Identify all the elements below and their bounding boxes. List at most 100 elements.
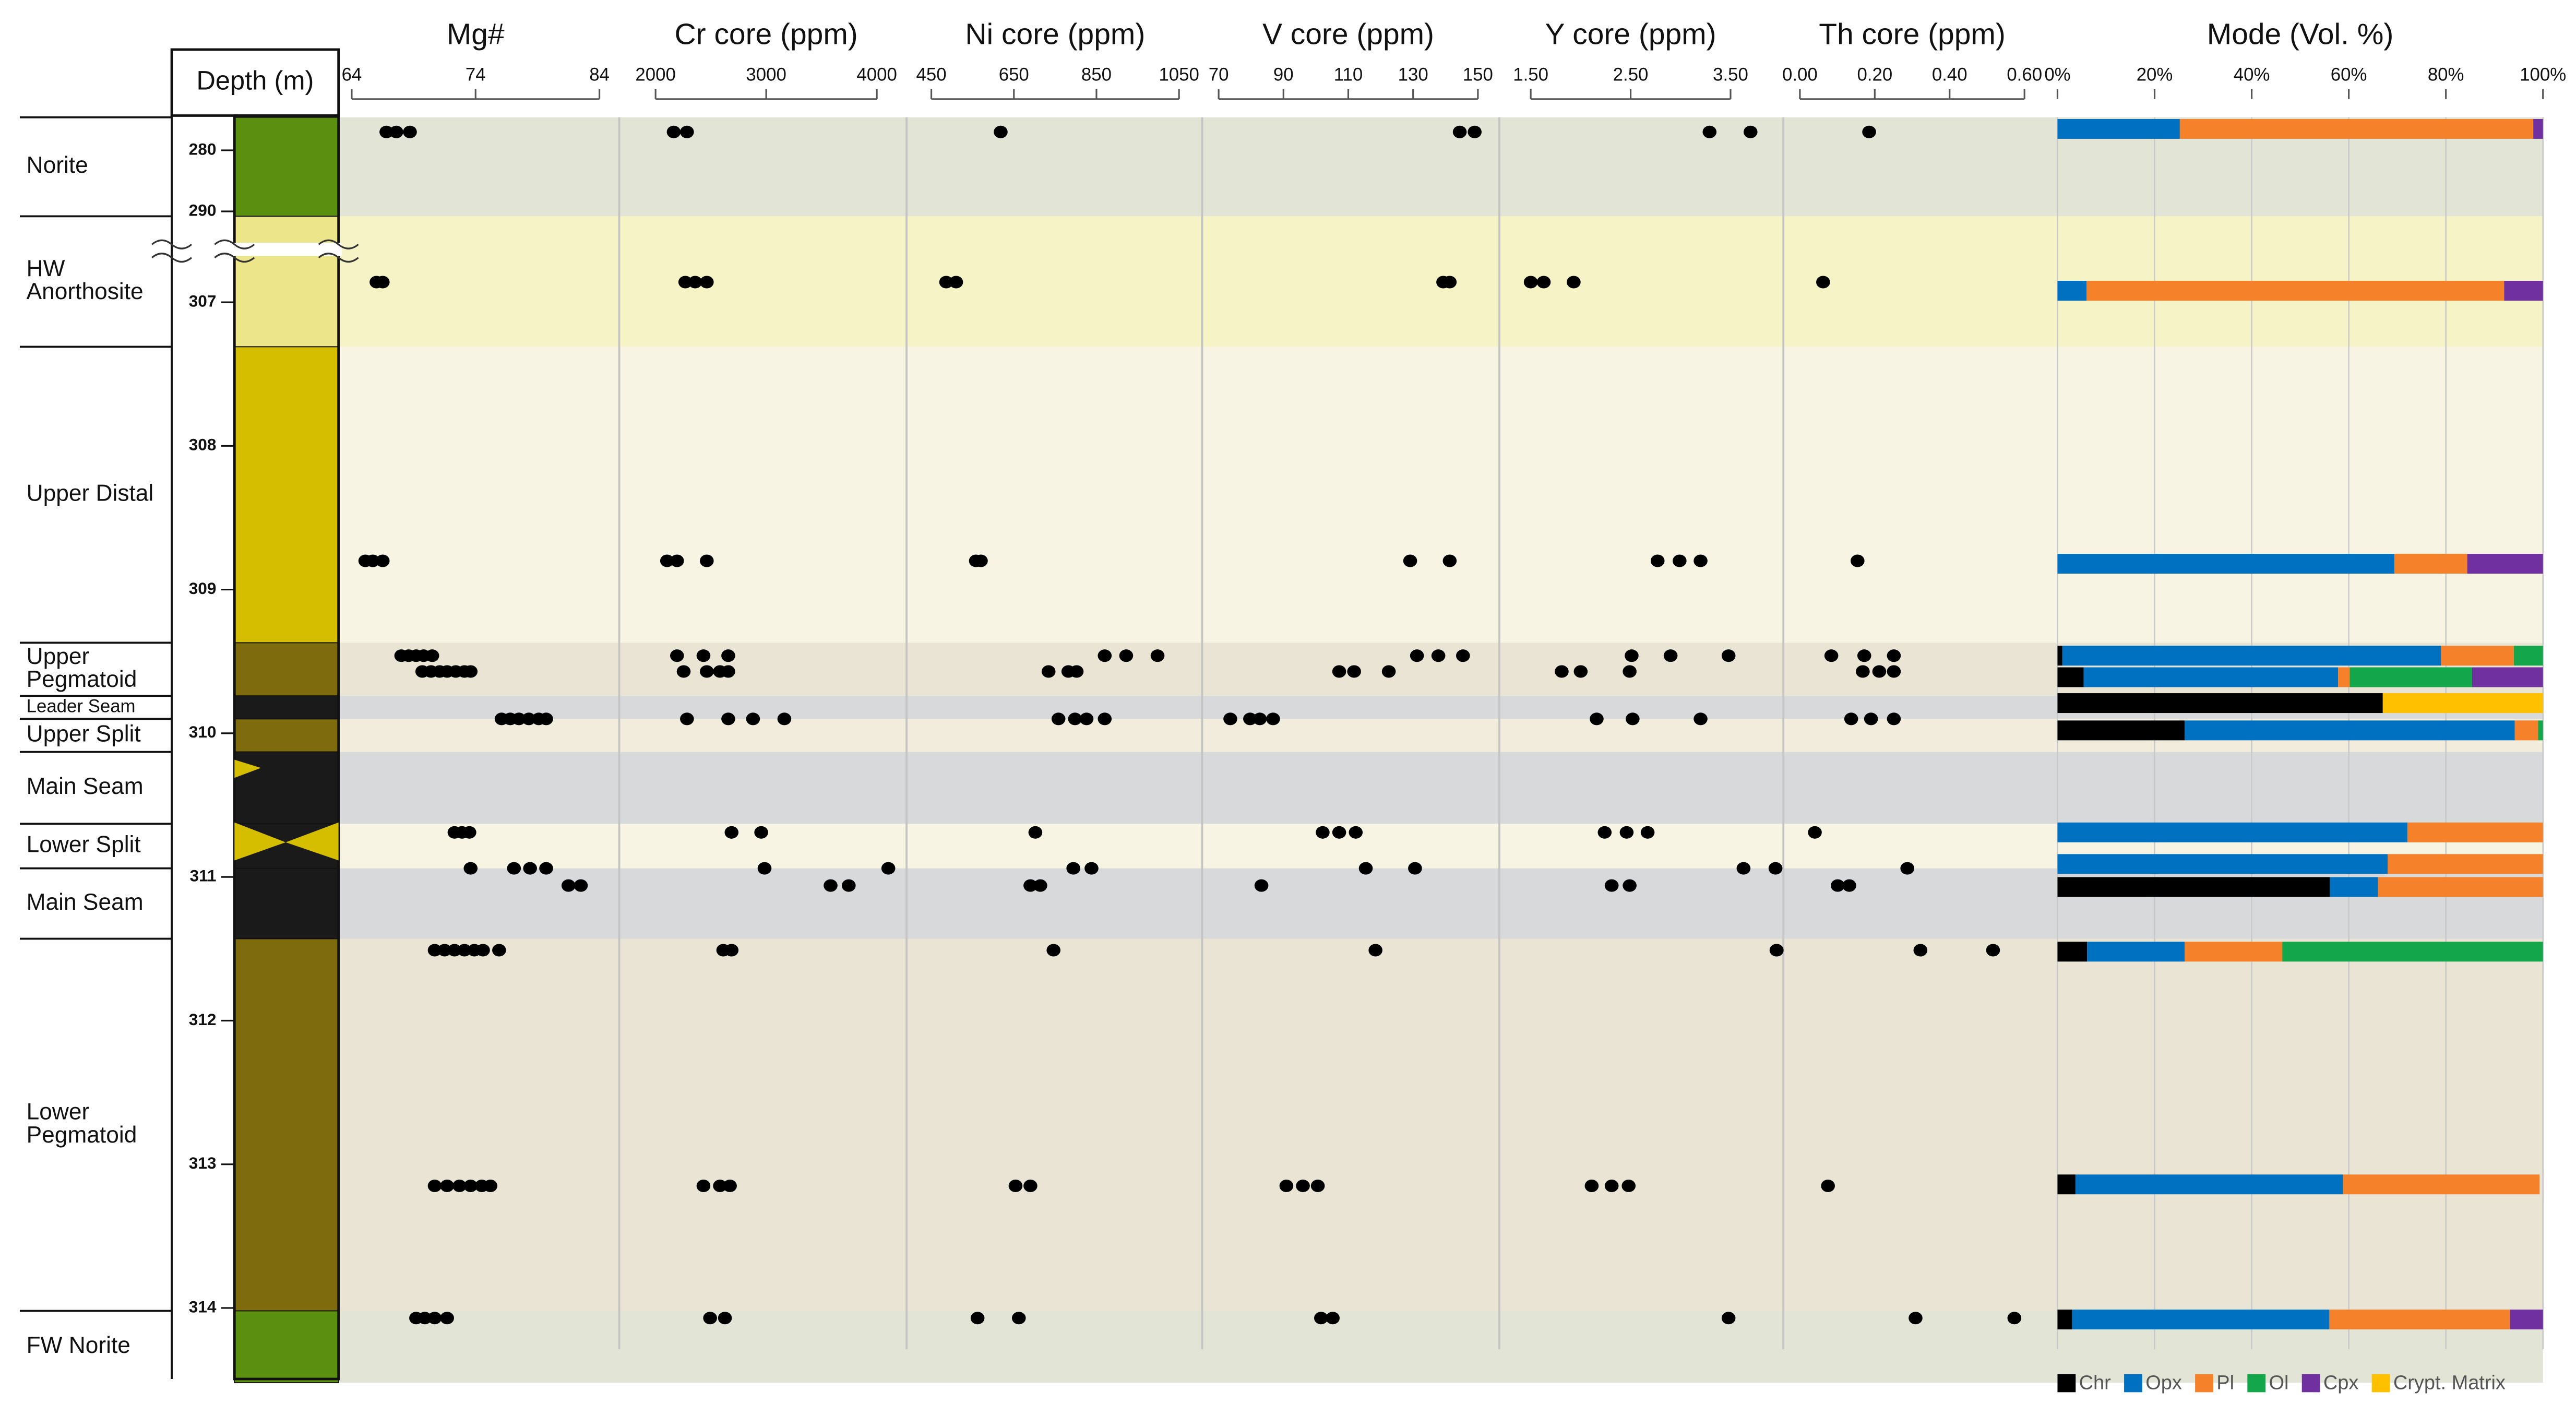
bar-segment	[2086, 281, 2505, 301]
data-point	[724, 826, 739, 839]
unit-label: Norite	[27, 152, 88, 178]
x-tick-label: 1.50	[1513, 65, 1548, 85]
x-tick-label: 0.00	[1782, 65, 1818, 85]
data-point	[1254, 879, 1269, 892]
legend-swatch	[2247, 1374, 2266, 1393]
data-point	[1584, 1179, 1599, 1193]
data-point	[1621, 1179, 1636, 1193]
data-point	[1856, 665, 1870, 678]
bar-segment	[2057, 720, 2185, 741]
legend-swatch	[2301, 1374, 2320, 1393]
data-point	[696, 649, 711, 662]
data-point	[1619, 826, 1634, 839]
data-point	[1887, 649, 1901, 662]
y-tick-label: 313	[189, 1154, 217, 1172]
data-point	[696, 1179, 711, 1193]
data-point	[1673, 554, 1687, 567]
data-point	[1408, 862, 1422, 875]
bar-segment	[2057, 667, 2084, 687]
unit-label: Leader Seam	[27, 696, 136, 716]
data-point	[1887, 665, 1901, 678]
x-tick-label: 70	[1209, 65, 1229, 85]
bar-segment	[2378, 877, 2543, 897]
x-tick-label: 110	[1334, 65, 1363, 85]
lithology-column	[234, 718, 339, 753]
x-tick-label: 40%	[2234, 65, 2270, 85]
data-point	[939, 276, 953, 289]
bar-segment	[2075, 1174, 2343, 1195]
bar-segment	[2057, 877, 2330, 897]
data-point	[1119, 649, 1134, 662]
unit-label: Lower	[27, 1099, 90, 1125]
data-point	[507, 862, 521, 875]
unit-label: HW	[27, 256, 65, 281]
x-tick-label: 0.60	[2007, 65, 2042, 85]
data-point	[746, 712, 760, 726]
data-point	[1743, 125, 1758, 138]
data-point	[700, 554, 714, 567]
data-point	[512, 712, 526, 726]
data-point	[427, 944, 442, 957]
data-point	[1381, 665, 1396, 678]
data-point	[427, 1179, 442, 1193]
data-point	[1844, 712, 1858, 726]
panel-title: Cr core (ppm)	[675, 18, 858, 51]
bar-segment	[2087, 942, 2185, 962]
bar-segment	[2057, 942, 2088, 962]
unit-background	[338, 347, 2543, 643]
data-point	[1326, 1312, 1340, 1325]
x-tick-label: 150	[1463, 65, 1493, 85]
data-point	[1831, 879, 1845, 892]
data-point	[1909, 1312, 1923, 1325]
x-tick-label: 100%	[2520, 65, 2566, 85]
data-point	[476, 944, 490, 957]
legend-label: Opx	[2145, 1372, 2182, 1394]
x-tick-label: 0%	[2044, 65, 2070, 85]
data-point	[721, 712, 735, 726]
data-point	[1046, 944, 1060, 957]
data-point	[1033, 879, 1047, 892]
data-point	[1604, 1179, 1619, 1193]
data-point	[1011, 1312, 1026, 1325]
data-point	[1536, 276, 1551, 289]
data-point	[427, 1312, 442, 1325]
data-point	[703, 1312, 717, 1325]
legend-label: Cpx	[2323, 1372, 2359, 1394]
data-point	[379, 125, 393, 138]
data-point	[1567, 276, 1581, 289]
y-tick-label: 290	[189, 200, 217, 219]
bar-segment	[2185, 720, 2515, 741]
y-tick-label: 312	[189, 1010, 217, 1029]
data-point	[1857, 649, 1871, 662]
data-point	[678, 276, 693, 289]
data-point	[670, 649, 684, 662]
y-axis-title: Depth (m)	[196, 66, 314, 96]
y-tick-label: 310	[189, 722, 217, 741]
data-point	[1842, 879, 1856, 892]
data-point	[666, 125, 681, 138]
data-point	[1051, 712, 1066, 726]
data-point	[1851, 554, 1865, 567]
unit-label: Upper Distal	[27, 481, 154, 506]
data-point	[539, 862, 553, 875]
lithology-column	[234, 751, 339, 825]
data-point	[1084, 862, 1099, 875]
lithology-column	[234, 216, 339, 348]
data-point	[492, 944, 506, 957]
data-point	[1770, 944, 1784, 957]
data-point	[1625, 649, 1639, 662]
data-point	[842, 879, 856, 892]
x-tick-label: 74	[466, 65, 486, 85]
axis-break-mark	[151, 239, 359, 263]
lithology-column	[234, 1310, 339, 1384]
data-point	[1456, 649, 1470, 662]
data-point	[1824, 649, 1839, 662]
bar-segment	[2179, 118, 2534, 139]
data-point	[700, 276, 714, 289]
x-tick-label: 0.20	[1857, 65, 1892, 85]
data-point	[463, 862, 478, 875]
data-point	[1253, 712, 1267, 726]
data-point	[1069, 665, 1084, 678]
